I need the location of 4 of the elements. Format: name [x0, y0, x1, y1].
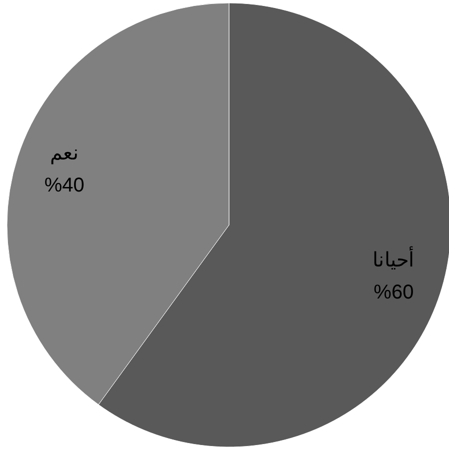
data-label: %60 [374, 282, 414, 304]
data-label: %40 [44, 174, 84, 196]
slice-label: أحيانا [372, 246, 415, 272]
slice-label: نعم [50, 142, 79, 164]
